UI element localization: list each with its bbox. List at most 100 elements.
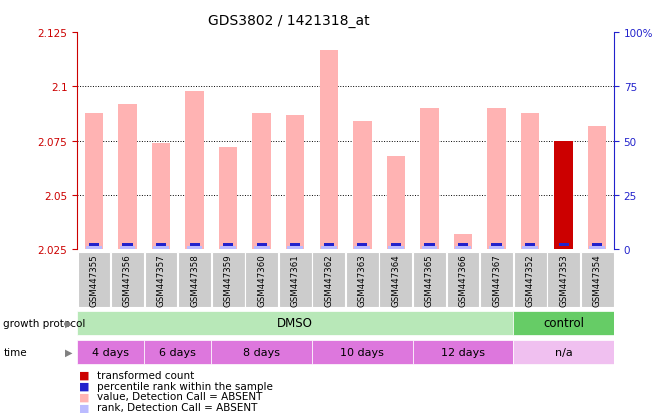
Text: growth protocol: growth protocol [3, 318, 86, 328]
Bar [89, 243, 99, 247]
FancyBboxPatch shape [145, 252, 178, 307]
Text: GSM447355: GSM447355 [89, 254, 99, 306]
Text: GSM447366: GSM447366 [458, 254, 468, 306]
Bar [153, 247, 169, 250]
FancyBboxPatch shape [78, 252, 110, 307]
Text: transformed count: transformed count [97, 370, 195, 380]
Bar [487, 109, 506, 250]
Text: 8 days: 8 days [243, 347, 280, 357]
Text: ■: ■ [79, 402, 89, 412]
Text: 6 days: 6 days [160, 347, 196, 357]
Bar [554, 141, 573, 250]
Text: DMSO: DMSO [277, 317, 313, 330]
Bar [357, 243, 368, 247]
Bar [525, 243, 535, 247]
Bar [220, 247, 236, 250]
FancyBboxPatch shape [77, 340, 144, 364]
Text: GSM447356: GSM447356 [123, 254, 132, 306]
Bar [386, 157, 405, 250]
Text: n/a: n/a [555, 347, 572, 357]
Text: 4 days: 4 days [92, 347, 130, 357]
Bar [323, 243, 334, 247]
Text: GSM447365: GSM447365 [425, 254, 434, 306]
Text: time: time [3, 347, 27, 357]
Bar [185, 92, 204, 250]
Bar [488, 247, 505, 250]
FancyBboxPatch shape [312, 340, 413, 364]
FancyBboxPatch shape [279, 252, 311, 307]
Bar [388, 247, 404, 250]
Text: GSM447360: GSM447360 [257, 254, 266, 306]
Text: GSM447354: GSM447354 [592, 254, 602, 306]
Text: GSM447359: GSM447359 [223, 254, 233, 306]
Bar [420, 109, 439, 250]
Text: GSM447361: GSM447361 [291, 254, 300, 306]
Bar [454, 235, 472, 250]
Bar [491, 243, 502, 247]
Bar [286, 115, 305, 250]
FancyBboxPatch shape [548, 252, 580, 307]
Bar [592, 243, 603, 247]
Text: ■: ■ [79, 381, 89, 391]
Bar [521, 113, 539, 250]
Text: GSM447357: GSM447357 [156, 254, 166, 306]
FancyBboxPatch shape [380, 252, 412, 307]
Text: GSM447353: GSM447353 [559, 254, 568, 306]
Bar [118, 104, 137, 250]
FancyBboxPatch shape [513, 340, 614, 364]
FancyBboxPatch shape [144, 340, 211, 364]
Bar [458, 243, 468, 247]
Bar [119, 247, 136, 250]
Bar [219, 148, 238, 250]
FancyBboxPatch shape [212, 252, 245, 307]
Bar [223, 243, 234, 247]
Text: percentile rank within the sample: percentile rank within the sample [97, 381, 273, 391]
Text: ■: ■ [79, 370, 89, 380]
Text: GSM447362: GSM447362 [324, 254, 333, 306]
FancyBboxPatch shape [178, 252, 211, 307]
FancyBboxPatch shape [513, 311, 614, 335]
Bar [391, 243, 401, 247]
FancyBboxPatch shape [514, 252, 547, 307]
Text: GDS3802 / 1421318_at: GDS3802 / 1421318_at [208, 14, 369, 28]
FancyBboxPatch shape [211, 340, 312, 364]
Bar [252, 113, 271, 250]
FancyBboxPatch shape [447, 252, 480, 307]
Text: GSM447367: GSM447367 [492, 254, 501, 306]
Bar [554, 141, 573, 250]
Text: GSM447363: GSM447363 [358, 254, 367, 306]
Bar [85, 113, 103, 250]
Bar [122, 243, 133, 247]
Text: 10 days: 10 days [340, 347, 384, 357]
Bar [290, 243, 301, 247]
FancyBboxPatch shape [413, 340, 513, 364]
Bar [287, 247, 303, 250]
Bar [589, 247, 605, 250]
FancyBboxPatch shape [111, 252, 144, 307]
Text: GSM447352: GSM447352 [525, 254, 535, 306]
Bar [321, 247, 337, 250]
Text: value, Detection Call = ABSENT: value, Detection Call = ABSENT [97, 392, 262, 401]
Text: GSM447358: GSM447358 [190, 254, 199, 306]
FancyBboxPatch shape [480, 252, 513, 307]
Bar [522, 247, 538, 250]
Bar [353, 122, 372, 250]
Bar [354, 247, 370, 250]
Bar [558, 243, 569, 247]
Bar [189, 243, 200, 247]
FancyBboxPatch shape [77, 311, 513, 335]
Bar [187, 247, 203, 250]
Text: control: control [543, 317, 584, 330]
Bar [455, 247, 471, 250]
FancyBboxPatch shape [346, 252, 379, 307]
Text: GSM447364: GSM447364 [391, 254, 401, 306]
Bar [86, 247, 102, 250]
Bar [254, 247, 270, 250]
Bar [152, 144, 170, 250]
Bar [256, 243, 267, 247]
Bar [588, 126, 607, 250]
Bar [421, 247, 437, 250]
FancyBboxPatch shape [246, 252, 278, 307]
Text: ▶: ▶ [65, 318, 72, 328]
Bar [319, 50, 338, 250]
